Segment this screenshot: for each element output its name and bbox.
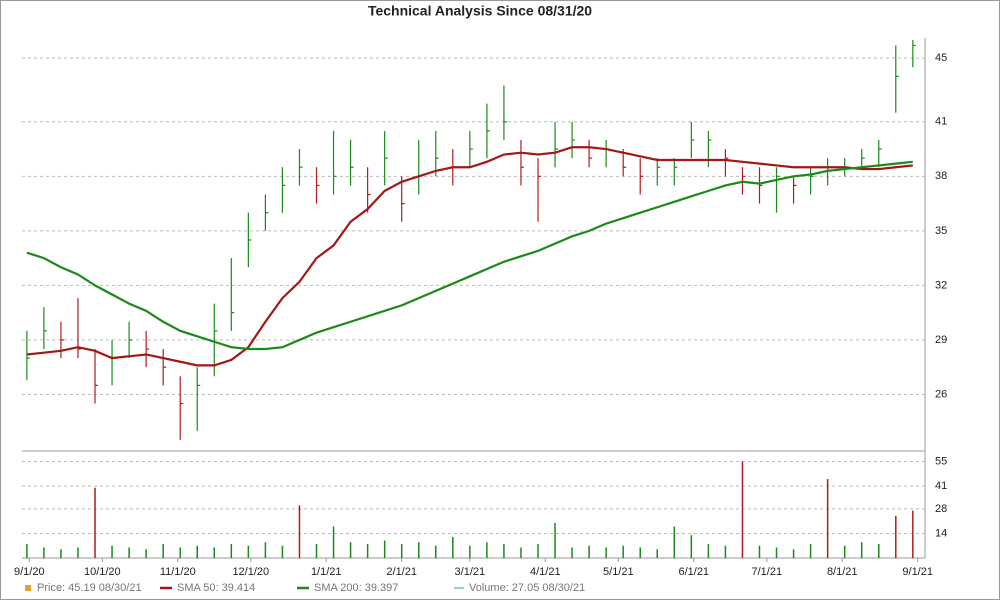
y-tick-label: 45 (935, 52, 947, 64)
x-tick-label: 2/1/21 (386, 566, 417, 578)
y-tick-label: 35 (935, 225, 947, 237)
y2-tick-label: 41 (935, 480, 947, 492)
x-tick-label: 11/1/20 (160, 566, 196, 578)
x-tick-label: 8/1/21 (827, 566, 858, 578)
legend-label: SMA 50: 39.414 (177, 582, 255, 594)
legend-label: Price: 45.19 08/30/21 (37, 582, 142, 594)
y-tick-label: 29 (935, 334, 947, 346)
legend-swatch (25, 585, 31, 591)
x-tick-label: 10/1/20 (84, 566, 121, 578)
y2-tick-label: 14 (935, 527, 947, 539)
x-tick-label: 4/1/21 (530, 566, 561, 578)
y-tick-label: 41 (935, 116, 947, 128)
y2-tick-label: 55 (935, 455, 947, 467)
x-tick-label: 5/1/21 (603, 566, 634, 578)
x-tick-label: 9/1/21 (902, 566, 933, 578)
x-tick-label: 12/1/20 (232, 566, 269, 578)
y-tick-label: 26 (935, 388, 947, 400)
sma-line (26, 146, 913, 367)
x-tick-label: 9/1/20 (14, 566, 45, 578)
y-tick-label: 38 (935, 170, 947, 182)
y-tick-label: 32 (935, 279, 947, 291)
sma-line (26, 160, 913, 351)
x-tick-label: 6/1/21 (678, 566, 709, 578)
legend-label: SMA 200: 39.397 (314, 582, 398, 594)
legend-label: Volume: 27.05 08/30/21 (469, 582, 585, 594)
x-tick-label: 1/1/21 (311, 566, 342, 578)
y2-tick-label: 28 (935, 503, 947, 515)
chart-title: Technical Analysis Since 08/31/20 (368, 3, 592, 19)
x-tick-label: 3/1/21 (455, 566, 486, 578)
legend: Price: 45.19 08/30/21 SMA 50: 39.414 SMA 2… (25, 582, 585, 594)
x-tick-label: 7/1/21 (751, 566, 782, 578)
